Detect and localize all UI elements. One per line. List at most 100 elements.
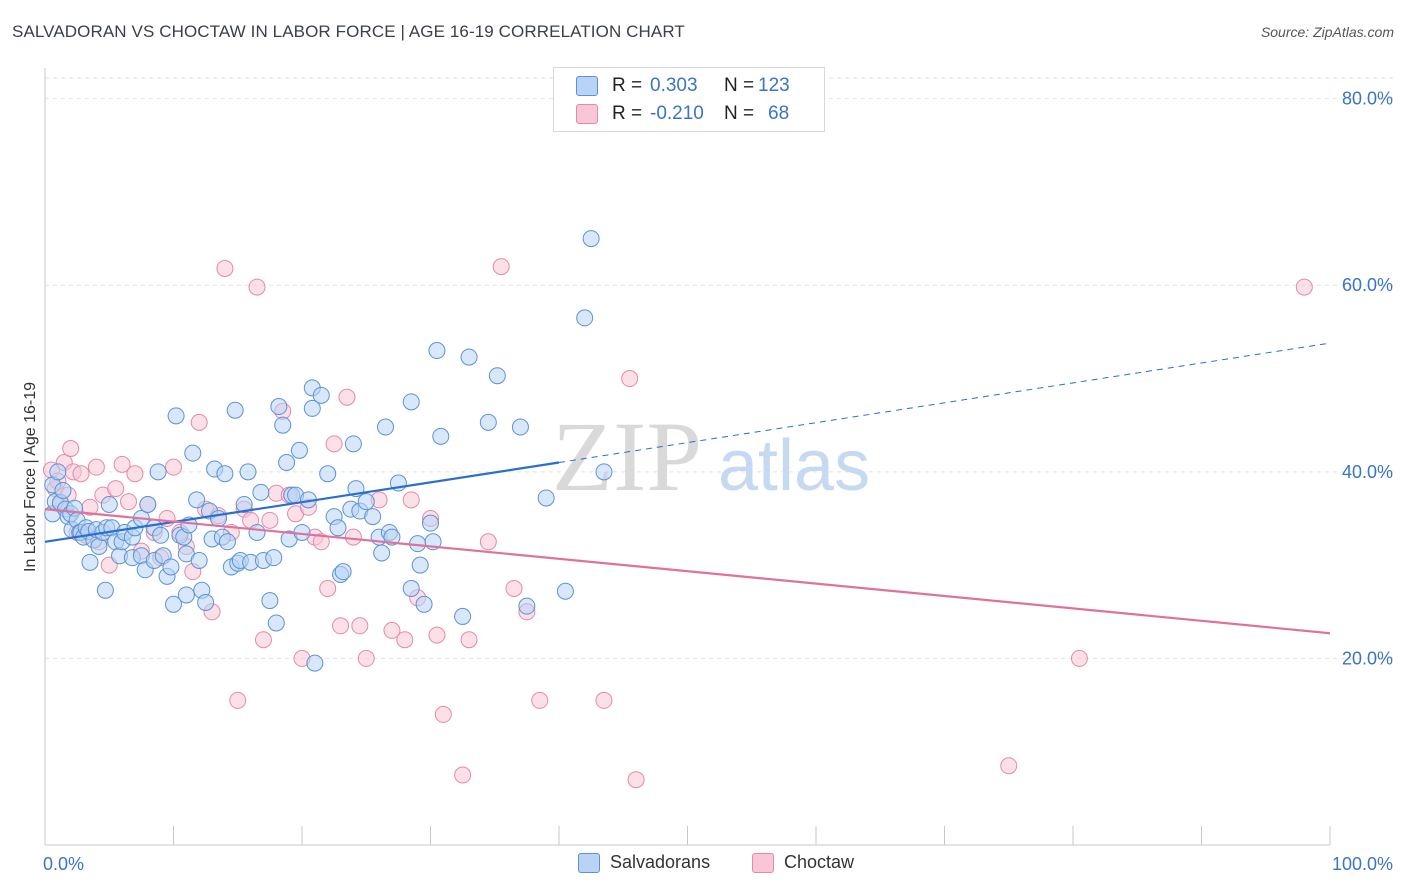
salvadoran-point: [190, 551, 208, 569]
choctaw-point: [531, 691, 549, 709]
legend-swatch-pink: [752, 852, 774, 873]
salvadoran-point: [267, 614, 285, 632]
legend-swatch-blue: [578, 852, 600, 873]
salvadoran-point: [402, 579, 420, 597]
legend-row-choctaw: R = -0.210 N = 68: [576, 101, 789, 127]
salvadoran-point: [162, 558, 180, 576]
salvadoran-point: [334, 563, 352, 581]
salvadoran-point: [290, 441, 308, 459]
choctaw-point: [165, 458, 182, 476]
choctaw-point: [621, 370, 639, 388]
legend-item-salvadorans: Salvadorans: [578, 852, 710, 873]
salvadoran-point: [81, 553, 99, 571]
y-axis-label: In Labor Force | Age 16-19: [22, 381, 39, 572]
salvadoran-trendline-extension: [558, 342, 1331, 463]
legend-swatch-blue: [576, 76, 598, 96]
choctaw-point: [113, 455, 131, 473]
watermark-atlas: atlas: [718, 426, 870, 506]
choctaw-point: [319, 579, 337, 597]
choctaw-point: [428, 626, 446, 644]
salvadoran-point: [216, 465, 234, 483]
salvadoran-point: [479, 413, 497, 431]
choctaw-point: [454, 766, 472, 784]
salvadoran-point: [364, 508, 382, 526]
salvadoran-point: [329, 519, 347, 537]
choctaw-point: [190, 413, 208, 431]
choctaw-point: [595, 691, 613, 709]
choctaw-point: [396, 631, 414, 649]
choctaw-point: [1070, 649, 1088, 667]
salvadoran-point: [402, 393, 420, 411]
legend-n-value: 123: [758, 75, 790, 96]
choctaw-point: [332, 617, 350, 635]
salvadoran-point: [488, 367, 506, 385]
salvadoran-point: [149, 463, 167, 481]
salvadoran-point: [518, 597, 536, 615]
salvadoran-point: [319, 465, 337, 483]
salvadoran-point: [556, 582, 574, 600]
salvadoran-point: [90, 537, 108, 555]
legend-r-value: 0.303: [650, 75, 698, 96]
salvadoran-point: [165, 595, 182, 613]
choctaw-point: [1295, 278, 1313, 296]
salvadoran-point: [197, 593, 215, 611]
legend-item-choctaw: Choctaw: [752, 852, 854, 873]
watermark-zip: ZIP: [552, 401, 702, 512]
watermark: ZIP atlas: [552, 401, 870, 512]
salvadoran-point: [152, 526, 170, 544]
choctaw-point: [126, 465, 144, 483]
legend-n-label: N =: [724, 103, 755, 124]
salvadoran-point: [139, 495, 157, 513]
choctaw-point: [107, 480, 125, 498]
x-tick-label: 0.0%: [43, 854, 84, 874]
salvadoran-point: [265, 549, 283, 567]
choctaw-point: [344, 528, 362, 546]
salvadoran-point: [278, 454, 296, 471]
legend-r-label: R =: [612, 75, 643, 96]
salvadoran-point: [383, 528, 401, 546]
choctaw-point: [248, 278, 266, 296]
choctaw-point: [1000, 757, 1018, 775]
choctaw-point: [72, 465, 90, 483]
salvadoran-point: [576, 309, 594, 327]
choctaw-point: [229, 691, 247, 709]
choctaw-point: [434, 705, 452, 723]
salvadoran-point: [357, 493, 375, 511]
salvadoran-point: [188, 491, 206, 509]
y-tick-label: 60.0%: [1342, 275, 1393, 295]
salvadoran-point: [248, 523, 266, 541]
salvadoran-point: [274, 416, 292, 434]
salvadoran-point: [209, 509, 227, 527]
salvadoran-point: [373, 544, 391, 562]
choctaw-point: [338, 388, 356, 406]
choctaw-point: [351, 617, 369, 635]
choctaw-point: [312, 533, 330, 551]
correlation-legend: R = 0.303 N = 123 R = -0.210 N = 68: [553, 67, 825, 132]
choctaw-point: [62, 440, 80, 458]
legend-label: Choctaw: [784, 852, 855, 872]
salvadoran-point: [537, 489, 555, 507]
choctaw-point: [325, 435, 343, 453]
salvadoran-point: [595, 463, 613, 481]
source-label: Source: ZipAtlas.com: [1260, 24, 1394, 40]
choctaw-point: [254, 631, 272, 649]
salvadoran-point: [422, 514, 439, 532]
salvadoran-point: [432, 427, 450, 445]
legend-n-label: N =: [724, 75, 755, 96]
choctaw-point: [383, 621, 401, 639]
salvadoran-point: [49, 463, 67, 481]
legend-r-value: -0.210: [650, 103, 704, 124]
salvadoran-point: [511, 418, 529, 436]
salvadoran-point: [177, 586, 195, 604]
choctaw-point: [492, 258, 510, 276]
salvadoran-point: [96, 581, 114, 599]
legend-label: Salvadorans: [610, 852, 711, 872]
salvadoran-point: [460, 348, 478, 366]
choctaw-point: [120, 493, 138, 511]
x-tick-label: 100.0%: [1332, 854, 1393, 874]
salvadoran-point: [454, 607, 472, 625]
legend-r-label: R =: [612, 103, 643, 124]
choctaw-point: [479, 533, 497, 551]
legend-n-value: 68: [768, 103, 790, 124]
